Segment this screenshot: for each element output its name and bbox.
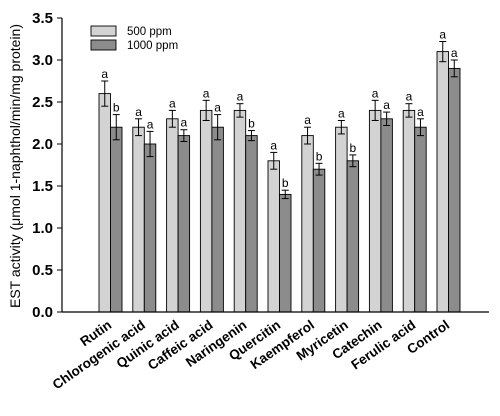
- legend: 500 ppm 1000 ppm: [90, 25, 178, 52]
- y-tick-label: 3.0: [32, 52, 53, 69]
- bar: [368, 109, 382, 313]
- bar: [346, 160, 360, 313]
- bar: [143, 143, 157, 313]
- bar: [380, 118, 393, 313]
- significance-letter: a: [406, 90, 413, 104]
- significance-letter: a: [147, 117, 154, 131]
- significance-letter: a: [417, 105, 424, 119]
- legend-label: 1000 ppm: [127, 40, 178, 52]
- bar: [132, 126, 145, 313]
- bar: [335, 126, 348, 313]
- significance-letter: a: [304, 113, 311, 127]
- significance-letter: b: [248, 117, 255, 131]
- y-tick-label: 1.0: [32, 220, 53, 237]
- y-tick-label: 2.0: [32, 136, 53, 153]
- legend-swatch: [90, 25, 117, 37]
- bar: [245, 135, 258, 313]
- bar: [211, 126, 224, 313]
- significance-letter: a: [214, 101, 221, 115]
- significance-letter: a: [338, 106, 345, 120]
- bar: [233, 109, 247, 313]
- bar: [301, 135, 314, 313]
- significance-letter: a: [135, 105, 142, 119]
- bar: [267, 160, 280, 313]
- legend-label: 500 ppm: [127, 26, 172, 38]
- bar: [436, 51, 449, 313]
- y-tick-label: 1.5: [32, 178, 53, 195]
- bar: [448, 67, 461, 313]
- y-tick-label: 0.5: [32, 262, 53, 279]
- axes-group: [61, 18, 489, 313]
- bar: [98, 93, 111, 313]
- y-axis-label: EST activity (μmol 1-naphthol/min/mg pro…: [7, 24, 23, 308]
- significance-letter: a: [270, 138, 277, 152]
- bar: [312, 168, 326, 313]
- bar: [177, 135, 191, 313]
- significance-letter: a: [372, 86, 379, 100]
- legend-swatch: [90, 39, 117, 51]
- bar: [199, 109, 213, 313]
- significance-letter: a: [169, 96, 176, 110]
- significance-letter: a: [181, 116, 188, 130]
- significance-letter: a: [451, 46, 458, 60]
- y-tick-label: 0.0: [32, 304, 53, 321]
- significance-letter: b: [316, 149, 323, 163]
- bar: [414, 126, 427, 313]
- significance-letter: a: [203, 86, 210, 100]
- significance-letter: a: [101, 67, 108, 81]
- bar: [110, 126, 123, 313]
- significance-letter: a: [439, 28, 446, 42]
- bar: [402, 109, 416, 313]
- bar: [166, 118, 179, 313]
- error-bars-group: [101, 41, 458, 200]
- bar: [279, 193, 292, 313]
- significance-letter: b: [350, 141, 357, 155]
- significance-letter: b: [113, 101, 120, 115]
- significance-letter: a: [237, 90, 244, 104]
- y-tick-label: 2.5: [32, 94, 53, 111]
- y-ticks-group: 0.0 0.5 1.0 1.5 2.0 2.5 3.0 3.5: [32, 10, 62, 321]
- significance-letter: b: [282, 176, 289, 190]
- y-tick-label: 3.5: [32, 10, 53, 27]
- significance-letter: a: [383, 98, 390, 112]
